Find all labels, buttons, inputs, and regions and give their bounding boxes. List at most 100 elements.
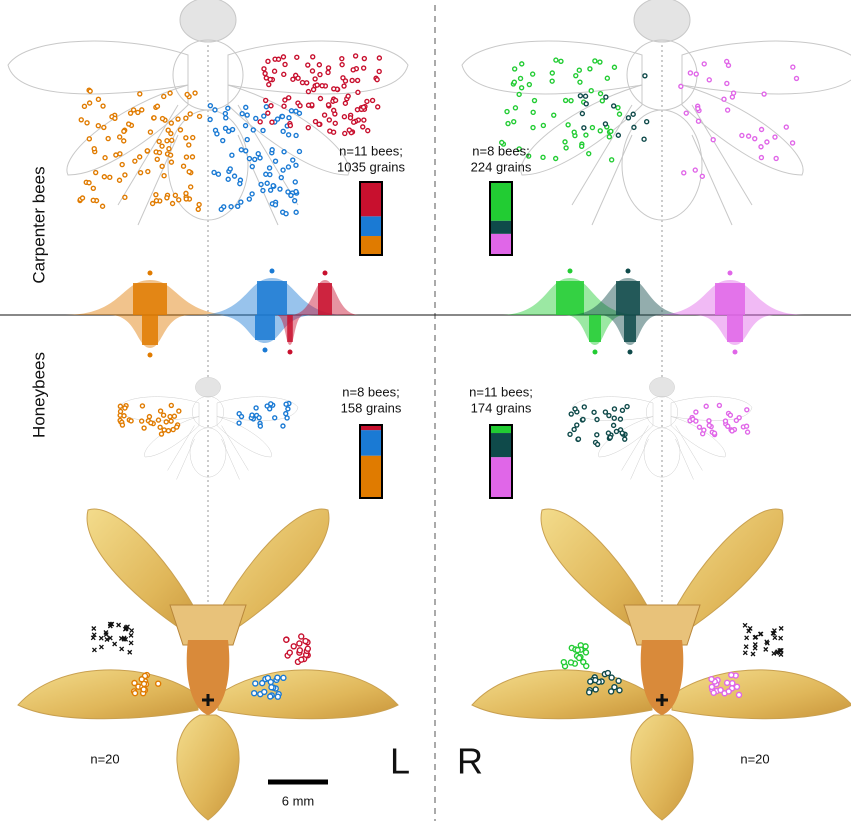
density-core [133, 283, 167, 315]
pollen [141, 687, 146, 692]
pollen [177, 198, 181, 202]
pollen [119, 409, 123, 413]
pollen [102, 125, 106, 129]
pollen [519, 76, 523, 80]
median [628, 350, 633, 355]
pollen [168, 415, 172, 419]
pollen [717, 403, 721, 407]
pollen [253, 157, 257, 161]
density-core [287, 315, 293, 342]
pollen [231, 128, 235, 132]
pollen [513, 67, 517, 71]
pollen [247, 157, 251, 161]
pollen [632, 125, 636, 129]
pollen [505, 110, 509, 114]
pollen [262, 114, 266, 118]
pollen [569, 412, 573, 416]
pollen [122, 129, 126, 133]
pollen [147, 415, 151, 419]
pollen [281, 424, 285, 428]
pollen [340, 63, 344, 67]
pollen [288, 124, 292, 128]
pollen [348, 116, 352, 120]
pollen [238, 182, 242, 186]
bar-segment [490, 221, 512, 234]
pollen [285, 416, 289, 420]
pollen [172, 414, 176, 418]
pollen [175, 425, 179, 429]
pollen [258, 156, 262, 160]
pollen [120, 423, 124, 427]
pollen [281, 168, 285, 172]
pollen [376, 105, 380, 109]
pollen [730, 681, 735, 686]
pollen [187, 170, 191, 174]
pollen [572, 130, 576, 134]
pollen [114, 153, 118, 157]
pollen [252, 691, 257, 696]
pollen [259, 182, 263, 186]
bee-count: n=8 bees; [472, 143, 529, 158]
pollen [773, 135, 777, 139]
pollen [198, 114, 202, 118]
pollen [291, 644, 296, 649]
pollen [187, 143, 191, 147]
pollen [584, 133, 588, 137]
pollen [286, 190, 290, 194]
pollen [139, 171, 143, 175]
pollen [258, 424, 262, 428]
pollen [271, 184, 275, 188]
pollen [306, 63, 310, 67]
pollen [160, 144, 164, 148]
pollen [612, 407, 616, 411]
pollen [310, 69, 314, 73]
pollen [212, 170, 216, 174]
pollen [313, 77, 317, 81]
median [288, 350, 293, 355]
density-core [556, 281, 584, 315]
cross [744, 645, 748, 649]
pollen [139, 677, 144, 682]
pollen [573, 407, 577, 411]
pollen [694, 410, 698, 414]
pollen [575, 423, 579, 427]
pollen [688, 71, 692, 75]
pollen [148, 130, 152, 134]
density-core [257, 281, 287, 315]
pollen [753, 137, 757, 141]
pollen [328, 129, 332, 133]
pollen [616, 678, 621, 683]
pollen [162, 174, 166, 178]
cross [743, 623, 747, 627]
pollen [229, 205, 233, 209]
pollen [127, 122, 131, 126]
pollen [578, 80, 582, 84]
pollen [568, 432, 572, 436]
pollen [333, 121, 337, 125]
pollen [722, 97, 726, 101]
pollen [294, 163, 298, 167]
cross [753, 643, 757, 647]
pollen [258, 120, 262, 124]
pollen [620, 408, 624, 412]
pollen [156, 418, 160, 422]
pollen [268, 407, 272, 411]
pollen [327, 118, 331, 122]
pollen [377, 69, 381, 73]
pollen [702, 62, 706, 66]
pollen [123, 406, 127, 410]
pollen [794, 76, 798, 80]
pollen [531, 110, 535, 114]
pollen [158, 425, 162, 429]
pollen [267, 83, 271, 87]
pollen [161, 117, 165, 121]
pollen [101, 204, 105, 208]
pollen [559, 59, 563, 63]
pollen [707, 419, 711, 423]
pollen [576, 437, 580, 441]
pollen [118, 178, 122, 182]
pollen [191, 136, 195, 140]
pollen [279, 176, 283, 180]
pollen [224, 126, 228, 130]
pollen [291, 158, 295, 162]
